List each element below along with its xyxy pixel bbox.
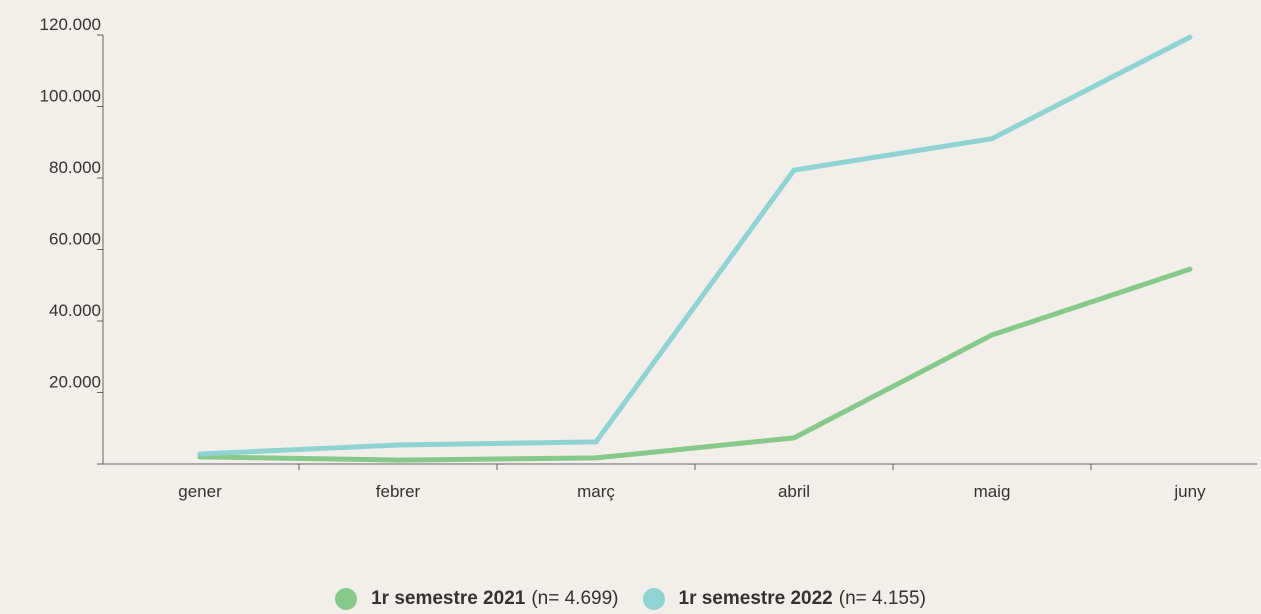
legend-label: 1r semestre 2021: [371, 588, 526, 609]
legend-note: (n= 4.699): [531, 588, 619, 609]
x-tick-label: febrer: [376, 482, 421, 501]
legend: 1r semestre 2021 (n= 4.699) 1r semestre 20…: [0, 588, 1261, 610]
legend-item: 1r semestre 2022 (n= 4.155): [642, 588, 926, 610]
legend-label: 1r semestre 2022: [678, 588, 833, 609]
x-tick-label: març: [577, 482, 615, 501]
y-tick-label: 80.000: [49, 158, 101, 177]
legend-text: 1r semestre 2021 (n= 4.699): [371, 588, 618, 610]
y-tick-label: 100.000: [40, 87, 101, 106]
legend-swatch: [642, 588, 665, 610]
x-tick-label: maig: [974, 482, 1011, 501]
legend-text: 1r semestre 2022 (n= 4.155): [679, 588, 926, 610]
y-tick-label: 20.000: [49, 373, 101, 392]
y-tick-label: 40.000: [49, 301, 101, 320]
chart: 20.000 40.000 60.000 80.000 100.000 120.000 ge…: [40, 15, 1257, 501]
x-tick-label: abril: [778, 482, 810, 501]
y-tick-label: 60.000: [49, 230, 101, 249]
x-tick-label: juny: [1173, 482, 1206, 501]
y-tick-label: 120.000: [40, 15, 101, 34]
series-line: [197, 266, 1193, 463]
series-line: [197, 34, 1193, 457]
legend-item: 1r semestre 2021 (n= 4.699): [335, 588, 619, 610]
legend-note: (n= 4.155): [838, 588, 926, 609]
x-tick-label: gener: [178, 482, 222, 501]
legend-swatch: [335, 588, 358, 610]
